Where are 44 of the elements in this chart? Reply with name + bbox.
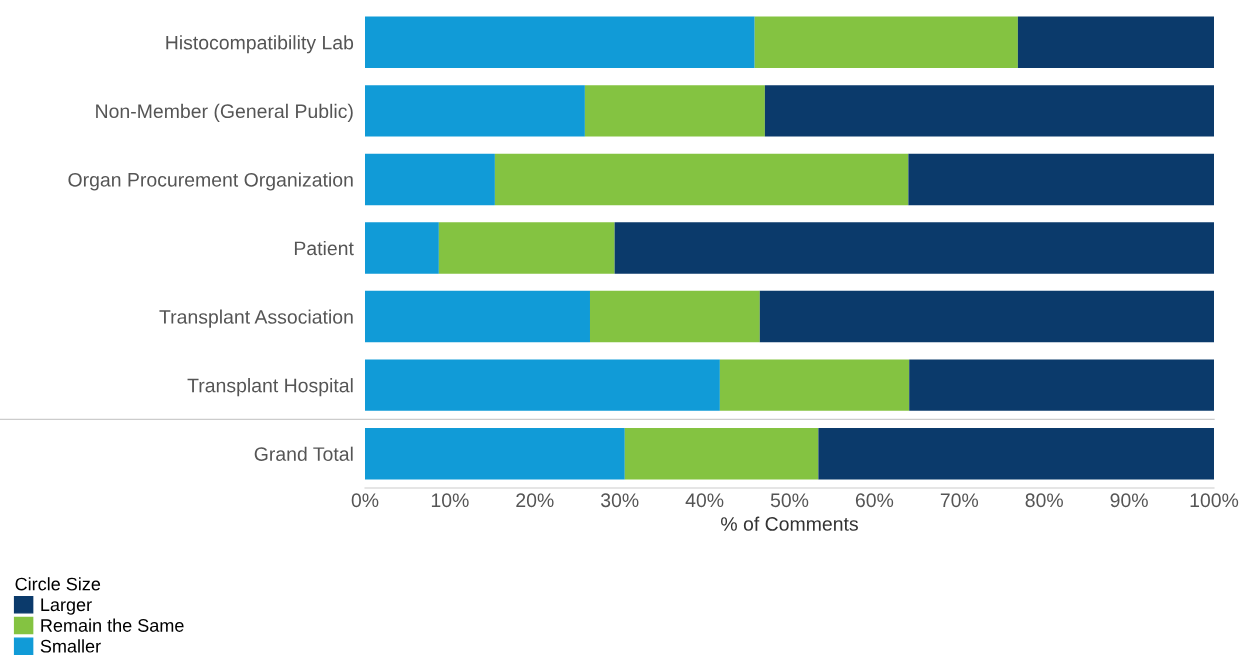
legend-label: Remain the Same [41, 618, 184, 632]
y-tick-label: Organ Procurement Organization [68, 172, 353, 191]
y-tick-label: Patient [294, 240, 354, 256]
bar [589, 290, 760, 343]
x-tick-label: 80% [1025, 493, 1063, 508]
bar [818, 428, 1214, 480]
x-axis-title: % of Comments [721, 516, 858, 531]
x-tick-label: 60% [855, 493, 894, 508]
bar [584, 85, 765, 137]
y-tick-label: Non-Member (General Public) [96, 103, 353, 122]
bar [614, 222, 1214, 274]
bar [908, 153, 1214, 206]
bar [365, 153, 495, 206]
bar [624, 428, 819, 480]
x-tick-label: 100% [1190, 493, 1239, 508]
bar [365, 428, 625, 480]
bar [365, 290, 590, 343]
legend-title: Circle Size [15, 577, 101, 591]
x-tick-label: 90% [1110, 493, 1148, 508]
bar [438, 222, 615, 274]
bar [365, 16, 755, 68]
bar [365, 85, 585, 137]
y-tick-label: Transplant Association [159, 309, 353, 328]
bar [1017, 16, 1214, 68]
bar [719, 359, 910, 411]
y-tick-label: Histocompatibility Lab [166, 35, 354, 54]
x-tick-label: 70% [940, 493, 979, 508]
x-tick-label: 0% [351, 493, 379, 508]
y-tick-label: Transplant Hospital [187, 378, 353, 397]
y-tick-label: Grand Total [254, 446, 353, 461]
bar [759, 290, 1214, 343]
x-tick-label: 40% [685, 493, 724, 508]
x-tick-label: 30% [600, 493, 639, 508]
bar [909, 359, 1214, 411]
x-tick-label: 50% [770, 493, 809, 508]
x-tick-label: 20% [516, 493, 554, 508]
bar [365, 359, 720, 411]
x-tick-label: 10% [431, 493, 469, 508]
bar [494, 153, 909, 206]
bar [365, 222, 439, 274]
bar [754, 16, 1018, 68]
legend-label: Larger [41, 598, 92, 615]
bar [764, 85, 1214, 137]
legend-label: Smaller [40, 639, 101, 653]
